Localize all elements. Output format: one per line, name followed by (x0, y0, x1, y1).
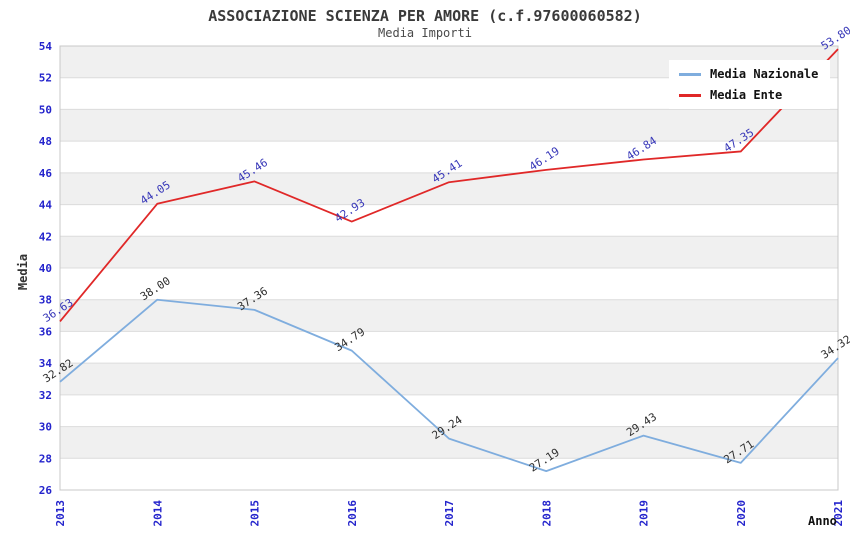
y-tick-label: 32 (39, 389, 52, 402)
plot-band (60, 172, 838, 205)
y-tick-label: 54 (39, 40, 53, 53)
plot-band (60, 299, 838, 332)
legend-label: Media Nazionale (710, 67, 819, 81)
chart-subtitle: Media Importi (378, 26, 472, 40)
legend-item-media-nazionale: Media Nazionale (679, 67, 818, 81)
y-tick-label: 30 (39, 421, 52, 434)
plot-band (60, 204, 838, 237)
media-ente-line-swatch (679, 93, 701, 97)
y-tick-label: 50 (39, 103, 52, 116)
x-tick-label: 2014 (151, 500, 164, 527)
y-tick-label: 36 (39, 325, 53, 338)
y-tick-label: 38 (39, 294, 52, 307)
y-tick-label: 28 (39, 452, 52, 465)
y-tick-label: 26 (39, 484, 53, 497)
x-tick-label: 2020 (735, 500, 748, 527)
x-tick-label: 2013 (54, 500, 67, 527)
y-tick-label: 48 (39, 135, 52, 148)
series-line-media-ente (59, 48, 839, 323)
x-tick-label: 2019 (638, 500, 651, 527)
legend: Media Nazionale Media Ente (669, 60, 831, 109)
y-tick-label: 34 (39, 357, 53, 370)
legend-item-media-ente: Media Ente (679, 88, 818, 102)
x-tick-label: 2015 (249, 500, 262, 527)
x-axis-title: Anno (808, 514, 837, 528)
plot-band (60, 331, 838, 364)
y-axis-title: Media (16, 253, 30, 291)
plot-band (60, 363, 838, 395)
chart-title: ASSOCIAZIONE SCIENZA PER AMORE (c.f.9760… (208, 7, 642, 25)
legend-label: Media Ente (710, 88, 783, 102)
y-tick-label: 40 (39, 262, 52, 275)
media-nazionale-line-swatch (679, 72, 701, 76)
y-tick-label: 52 (39, 72, 52, 85)
x-tick-label: 2018 (540, 500, 553, 527)
plot-border (59, 45, 839, 491)
x-tick-label: 2017 (443, 500, 456, 527)
plot-band (60, 141, 838, 173)
plot-band (60, 236, 838, 268)
x-tick-label: 2016 (346, 500, 359, 527)
plot-band (60, 109, 838, 142)
x-tick-label: 2021 (832, 500, 845, 527)
series-line-media-nazionale (59, 298, 839, 473)
plot-band (60, 268, 838, 300)
y-tick-label: 42 (39, 230, 52, 243)
y-tick-label: 44 (39, 199, 53, 212)
plot-band (60, 394, 838, 427)
y-tick-label: 46 (39, 167, 53, 180)
plot-band (60, 458, 838, 490)
